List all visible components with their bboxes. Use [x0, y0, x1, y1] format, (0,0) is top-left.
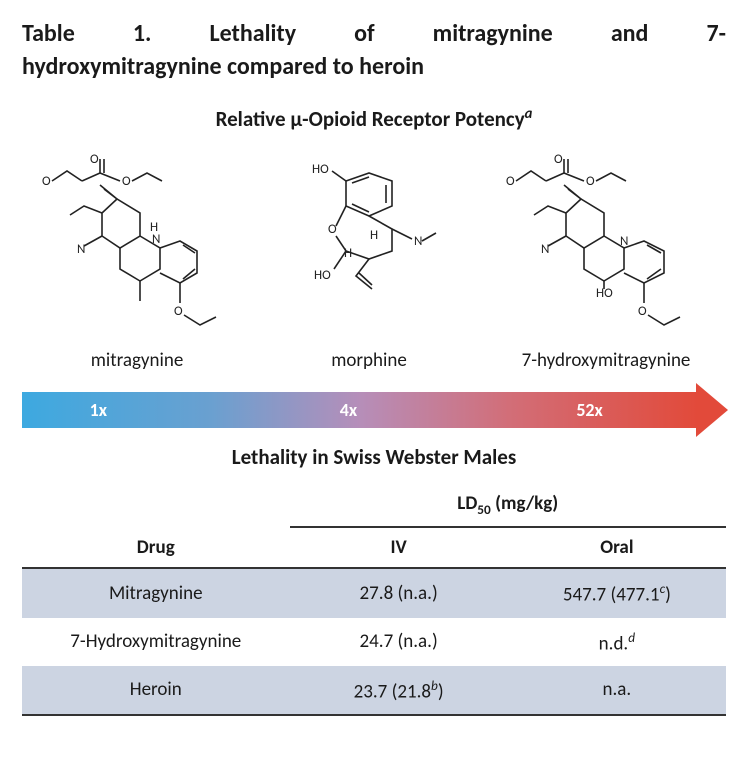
cell-drug: Mitragynine [22, 568, 290, 617]
col-drug: Drug [22, 527, 290, 568]
table-title-line1: Table 1. Lethality of mitragynine and 7- [22, 18, 726, 49]
cell-oral: n.d.d [508, 618, 726, 666]
cell-oral: 547.7 (477.1c) [508, 568, 726, 617]
cell-iv-fn: b [431, 677, 438, 694]
table-row: Mitragynine 27.8 (n.a.) 547.7 (477.1c) [22, 568, 726, 617]
molecule-morphine: HO O H H N HO morphine [284, 151, 454, 372]
arrow-head-icon [696, 383, 728, 437]
col-iv: IV [290, 527, 508, 568]
svg-text:O: O [586, 174, 595, 189]
svg-text:O: O [42, 174, 51, 189]
cell-drug: Heroin [22, 666, 290, 715]
potency-value-52x: 52x [576, 399, 603, 421]
gradient-bar: 1x 4x 52x [22, 392, 698, 428]
ld50-suffix: (mg/kg) [491, 492, 558, 515]
cell-drug: 7-Hydroxymitragynine [22, 618, 290, 666]
table-row: 7-Hydroxymitragynine 24.7 (n.a.) n.d.d [22, 618, 726, 666]
svg-text:O: O [554, 152, 563, 167]
cell-oral-fn: d [628, 629, 635, 646]
svg-text:HO: HO [312, 162, 329, 177]
7-hydroxymitragynine-structure-icon: O O O N N HO O [496, 151, 716, 341]
potency-value-4x: 4x [340, 399, 357, 421]
table-row: Heroin 23.7 (21.8b) n.a. [22, 666, 726, 715]
molecule-label: 7-hydroxymitragynine [522, 349, 691, 372]
col-oral: Oral [508, 527, 726, 568]
mitragynine-structure-icon: O O O N H N [32, 151, 242, 341]
potency-header-text: Relative μ-Opioid Receptor Potency [216, 106, 525, 132]
svg-text:O: O [638, 304, 647, 319]
cell-iv: 24.7 (n.a.) [290, 618, 508, 666]
lethality-table: LD50 (mg/kg) Drug IV Oral Mitragynine 27… [22, 484, 726, 716]
ld50-prefix: LD [457, 492, 477, 515]
potency-header-sup: a [525, 104, 533, 122]
potency-value-1x: 1x [90, 399, 107, 421]
cell-iv-close: ) [438, 680, 444, 703]
svg-text:O: O [174, 304, 183, 319]
molecule-7hydroxymitragynine: O O O N N HO O [496, 151, 716, 372]
cell-iv: 27.8 (n.a.) [290, 568, 508, 617]
cell-oral: n.a. [508, 666, 726, 715]
svg-text:HO: HO [314, 268, 331, 283]
table-header-row: Drug IV Oral [22, 527, 726, 568]
svg-text:O: O [506, 174, 515, 189]
molecule-mitragynine: O O O N H N [32, 151, 242, 372]
potency-gradient-arrow: 1x 4x 52x [22, 386, 726, 434]
morphine-structure-icon: HO O H H N HO [284, 151, 454, 341]
svg-text:N: N [152, 232, 160, 247]
svg-text:H: H [370, 228, 378, 243]
svg-text:O: O [122, 174, 131, 189]
table-title-line2: hydroxymitragynine compared to heroin [22, 51, 726, 82]
lethality-header: Lethality in Swiss Webster Males [22, 444, 726, 470]
svg-text:N: N [77, 242, 85, 257]
svg-text:N: N [541, 242, 549, 257]
molecule-row: O O O N H N [22, 142, 726, 372]
cell-oral-val: 547.7 (477.1 [563, 584, 660, 607]
ld50-sub: 50 [477, 501, 490, 518]
svg-text:O: O [328, 222, 337, 237]
molecule-label: mitragynine [91, 349, 184, 372]
potency-header: Relative μ-Opioid Receptor Potencya [22, 104, 726, 132]
ld50-column-group: LD50 (mg/kg) [290, 484, 726, 527]
cell-iv: 23.7 (21.8b) [290, 666, 508, 715]
svg-text:N: N [414, 234, 422, 249]
cell-iv-val: 23.7 (21.8 [354, 680, 431, 703]
cell-oral-val: n.d. [599, 632, 629, 655]
svg-text:O: O [90, 152, 99, 167]
table-header-row-group: LD50 (mg/kg) [22, 484, 726, 527]
molecule-label: morphine [331, 349, 407, 372]
cell-oral-close: ) [665, 584, 671, 607]
